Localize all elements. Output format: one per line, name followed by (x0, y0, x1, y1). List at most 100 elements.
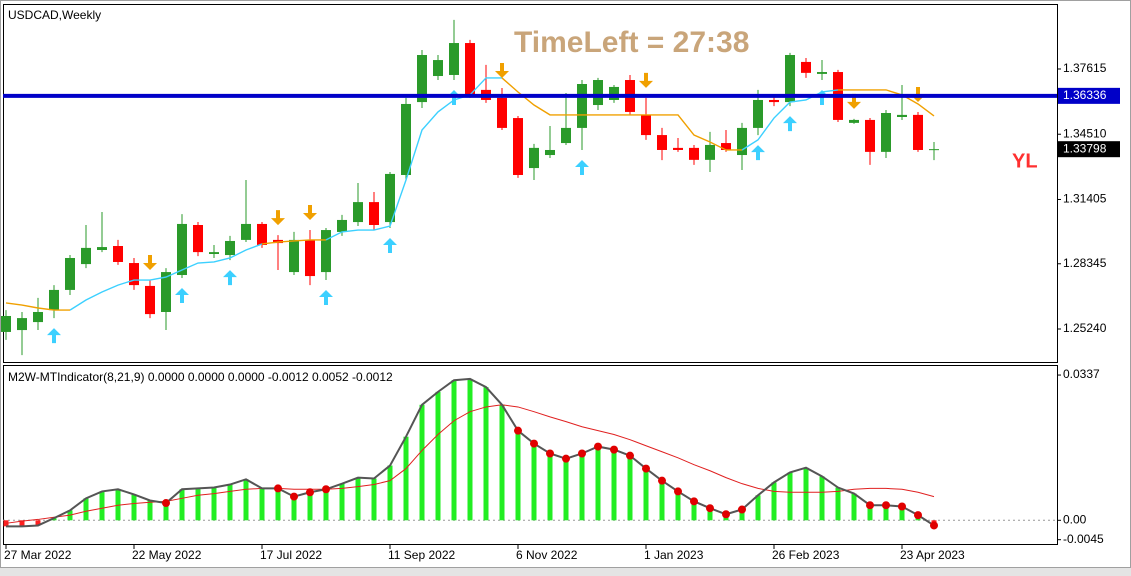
level-label-box (1058, 87, 1120, 104)
trend-line (69, 243, 263, 311)
buy-arrow (319, 290, 333, 306)
histogram-bar (323, 489, 329, 521)
candle-body (529, 147, 539, 169)
indicator-dot (274, 484, 282, 493)
candle-body (865, 119, 875, 152)
candle-body (417, 55, 427, 103)
indicator-dot (914, 511, 922, 520)
candle-body (177, 223, 187, 276)
candle-body (801, 61, 811, 73)
candle-body (369, 202, 379, 225)
candle-body (81, 247, 91, 265)
candle-body (513, 118, 523, 175)
y-tick-label: 1.37615 (1063, 61, 1107, 75)
histogram-bar (243, 479, 249, 521)
histogram-bar (291, 496, 297, 521)
indicator-dot (322, 485, 330, 494)
candle-body (257, 223, 267, 245)
candle-body (305, 239, 315, 277)
candle-body (577, 84, 587, 128)
x-tick-label: 11 Sep 2022 (388, 548, 455, 562)
histogram-bar (547, 453, 553, 521)
histogram-bar (515, 430, 521, 521)
indicator-dot (642, 464, 650, 473)
histogram-bar (659, 480, 665, 521)
histogram-bar (755, 495, 761, 521)
candle-body (193, 224, 203, 253)
candle-body (497, 97, 507, 128)
candle-body (385, 173, 395, 223)
histogram-bar (355, 477, 361, 521)
histogram-bar (691, 501, 697, 521)
x-tick-label: 26 Feb 2023 (772, 548, 840, 562)
candle-body (65, 257, 75, 290)
candle-body (17, 318, 27, 331)
buy-arrow (575, 159, 589, 175)
candle-body (209, 252, 219, 254)
candle-body (641, 114, 651, 136)
level-label: 1.36336 (1063, 88, 1107, 102)
candle-body (673, 147, 683, 150)
chart-title: USDCAD,Weekly (8, 8, 101, 22)
histogram-bar (707, 508, 713, 521)
histogram-bar (19, 520, 25, 527)
candle-body (449, 43, 459, 75)
trend-line (5, 302, 70, 311)
indicator-title: M2W-MTIndicator(8,21,9) 0.0000 0.0000 0.… (8, 370, 393, 384)
sell-arrow (847, 93, 861, 109)
histogram-bar (307, 492, 313, 521)
indicator-dot (290, 492, 298, 501)
x-tick-label: 23 Apr 2023 (900, 548, 965, 562)
candle-body (545, 149, 555, 156)
candle-body (881, 113, 891, 152)
trend-line (501, 77, 742, 151)
indicator-dot (658, 476, 666, 485)
candle-body (785, 55, 795, 103)
candle-body (145, 285, 155, 315)
histogram-bar (899, 506, 905, 521)
histogram-bar (179, 489, 185, 521)
indicator-dot (930, 521, 938, 530)
histogram-bar (867, 505, 873, 521)
candle-body (769, 99, 779, 103)
histogram-bar (371, 478, 377, 521)
y-tick-label: 1.31405 (1063, 192, 1107, 206)
candle-body (353, 202, 363, 223)
marker: YL (1012, 150, 1038, 172)
trend-line (261, 239, 326, 245)
indicator-dot (738, 505, 746, 514)
histogram-bar (451, 380, 457, 521)
indicator-dot (530, 439, 538, 448)
candle-body (241, 223, 251, 240)
y-tick-label: 0.00 (1063, 512, 1087, 526)
candle-body (929, 149, 939, 151)
candle-body (657, 135, 667, 150)
indicator-dot (610, 445, 618, 454)
histogram-bar (851, 493, 857, 521)
trend-line (325, 77, 502, 241)
candle-body (689, 147, 699, 160)
indicator-dot (898, 502, 906, 511)
buy-arrow (223, 270, 237, 286)
buy-arrow (175, 287, 189, 303)
trend-line (838, 89, 935, 117)
buy-arrow (383, 237, 397, 253)
histogram-bar (339, 483, 345, 521)
histogram-bar (883, 505, 889, 521)
scrollbar (0, 568, 1131, 576)
histogram-bar (563, 458, 569, 521)
x-tick-label: 27 Mar 2022 (4, 548, 72, 562)
candle-body (561, 127, 571, 144)
candle-body (609, 86, 619, 100)
histogram-bar (403, 436, 409, 521)
sell-arrow (143, 255, 157, 271)
candle-body (225, 240, 235, 256)
y-tick-label: -0.0045 (1063, 532, 1104, 546)
indicator-panel (3, 365, 1058, 545)
buy-arrow (783, 116, 797, 132)
histogram-bar (435, 391, 441, 521)
candle-body (33, 311, 43, 323)
candle-body (401, 103, 411, 175)
histogram-bar (259, 488, 265, 521)
